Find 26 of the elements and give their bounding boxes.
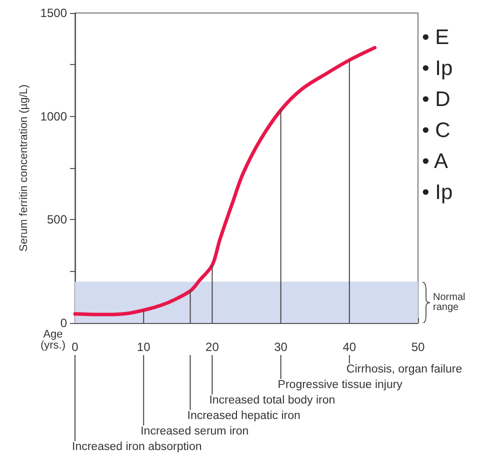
y-tick-label: 0 <box>60 316 68 330</box>
text: Increased serum iron <box>140 426 249 438</box>
text: Increased hepatic iron <box>187 410 300 422</box>
text: Progressive tissue injury <box>278 379 403 391</box>
y-tick-label: 1000 <box>40 109 68 124</box>
x-tick-label: 20 <box>206 340 220 354</box>
x-tick-label: 50 <box>411 340 425 354</box>
y-tick-label: 1500 <box>40 6 68 20</box>
text: • E <box>422 25 450 51</box>
x-tick-label: 40 <box>342 340 356 354</box>
text: Cirrhosis, organ failure <box>346 364 462 376</box>
band-label: Normal range <box>433 292 466 313</box>
x-axis-title: Age (yrs.) <box>40 328 66 352</box>
line-series <box>73 46 377 316</box>
text: • D <box>422 87 452 113</box>
text: • Ip <box>422 56 453 82</box>
x-tick-label: 0 <box>72 340 79 354</box>
y-axis-title: Serum ferritin concentration (µg/L) <box>18 84 30 252</box>
text: Increased iron absorption <box>72 441 202 453</box>
y-tick-label: 500 <box>46 212 68 227</box>
text: • A <box>422 149 450 175</box>
text: • C <box>422 118 452 144</box>
text: • Ip <box>422 180 453 206</box>
x-tick-label: 10 <box>136 340 151 354</box>
x-tick-label: 30 <box>274 340 288 354</box>
text: Increased total body iron <box>209 394 336 406</box>
